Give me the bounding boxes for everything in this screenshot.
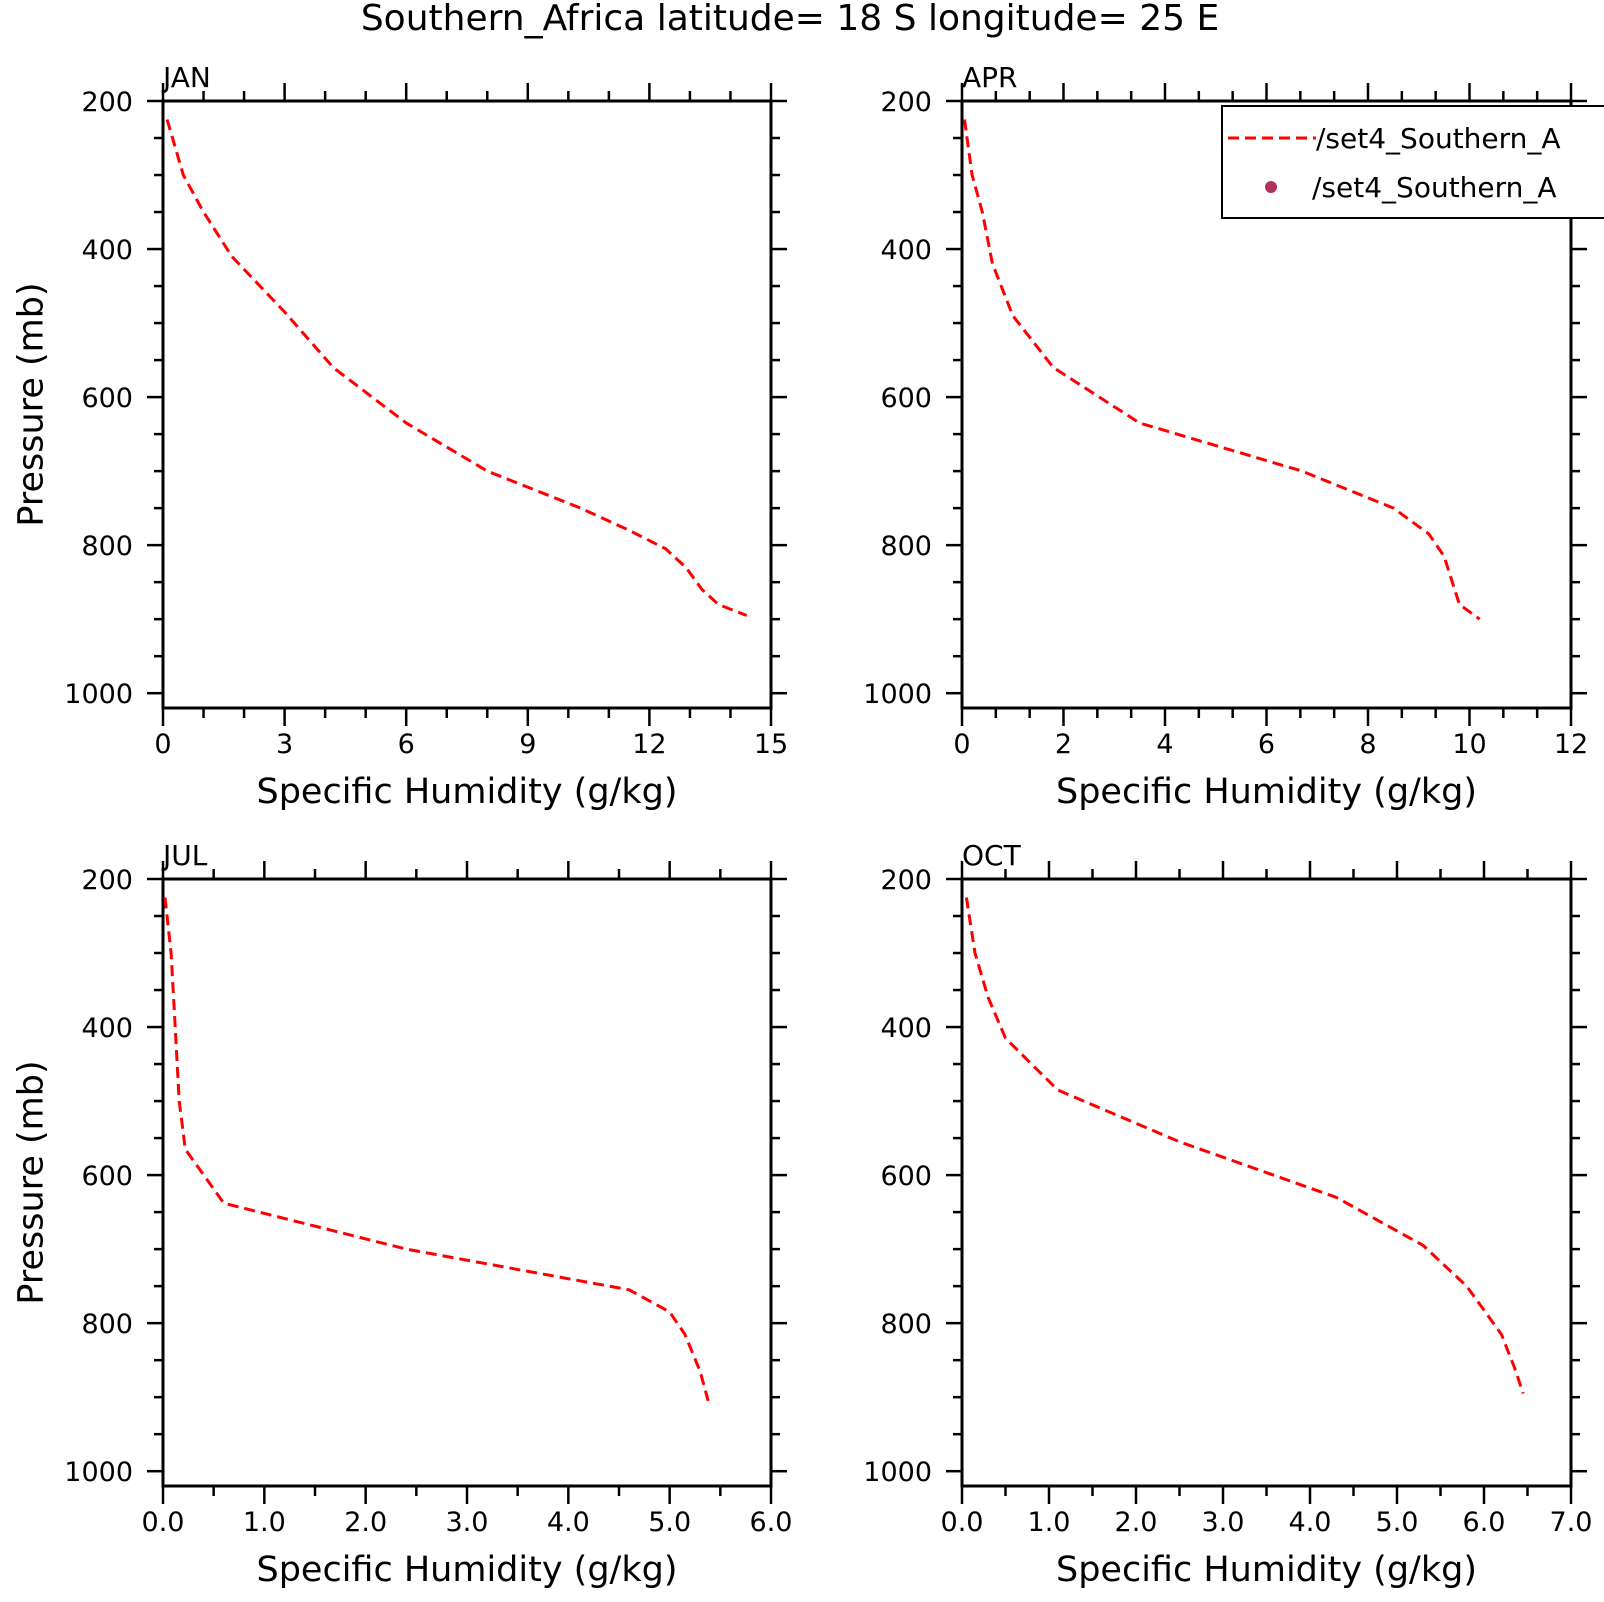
x-tick-label: 3.0 — [446, 1507, 489, 1538]
x-tick-label: 6.0 — [1463, 1507, 1506, 1538]
panel-title: OCT — [962, 839, 1022, 872]
series-line — [163, 897, 710, 1402]
y-tick-label: 800 — [880, 531, 932, 562]
legend-box — [1221, 105, 1604, 219]
panel-oct: OCT 200 400 600 800 1000 0.0 1.0 2.0 3.0 4.0 5.0 6.0… — [863, 839, 1592, 1590]
panel-jan: JAN 200 400 600 800 1000 0 3 6 9 12 15 Specific Humi… — [11, 61, 788, 812]
x-tick-label: 6 — [1258, 729, 1275, 760]
panel-title: JAN — [161, 61, 211, 94]
plot-frame — [960, 877, 1573, 1488]
x-tick-label: 9 — [519, 729, 536, 760]
x-axis-label: Specific Humidity (g/kg) — [1056, 772, 1477, 812]
y-tick-label: 600 — [880, 383, 932, 414]
y-tick-label: 800 — [81, 1309, 133, 1340]
x-tick-label: 0 — [953, 729, 970, 760]
x-tick-label: 12 — [632, 729, 666, 760]
legend-swatch-dot — [1265, 181, 1277, 193]
x-axis-label: Specific Humidity (g/kg) — [257, 1550, 678, 1590]
x-tick-label: 1.0 — [1028, 1507, 1071, 1538]
y-tick-label: 400 — [81, 1013, 133, 1044]
y-tick-label: 600 — [81, 1161, 133, 1192]
x-tick-label: 4.0 — [547, 1507, 590, 1538]
x-tick-label: 8 — [1359, 729, 1376, 760]
x-tick-label: 0 — [154, 729, 171, 760]
x-axis-label: Specific Humidity (g/kg) — [1056, 1550, 1477, 1590]
x-tick-label: 2.0 — [1115, 1507, 1158, 1538]
panel-title: JUL — [161, 839, 208, 872]
y-tick-label: 1000 — [863, 1457, 932, 1488]
x-tick-label: 5.0 — [648, 1507, 691, 1538]
y-tick-label: 400 — [81, 235, 133, 266]
x-tick-label: 4.0 — [1289, 1507, 1332, 1538]
y-tick-label: 600 — [81, 383, 133, 414]
plot-frame — [161, 99, 773, 710]
y-tick-label: 400 — [880, 1013, 932, 1044]
y-tick-label: 1000 — [863, 679, 932, 710]
y-tick-label: 200 — [81, 87, 133, 118]
y-tick-label: 1000 — [64, 1457, 133, 1488]
series-line — [963, 119, 1481, 621]
y-tick-label: 1000 — [64, 679, 133, 710]
legend-label-dot: /set4_Southern_A — [1312, 171, 1557, 204]
panel-title: APR — [962, 61, 1018, 94]
x-tick-label: 7.0 — [1550, 1507, 1593, 1538]
y-tick-label: 600 — [880, 1161, 932, 1192]
y-tick-label: 200 — [880, 87, 932, 118]
x-tick-label: 0.0 — [142, 1507, 185, 1538]
x-tick-label: 15 — [754, 729, 788, 760]
x-tick-label: 3 — [276, 729, 293, 760]
panel-apr: APR 200 400 600 800 1000 0 2 4 6 8 10 12 Specific Hum… — [863, 61, 1588, 812]
figure-title: Southern_Africa latitude= 18 S longitude… — [361, 0, 1219, 39]
x-tick-label: 2.0 — [344, 1507, 387, 1538]
series-line — [964, 897, 1525, 1394]
x-tick-label: 6 — [398, 729, 415, 760]
y-tick-label: 800 — [880, 1309, 932, 1340]
panel-jul: JUL 200 400 600 800 1000 0.0 1.0 2.0 3.0 4.0 5.0 6.0… — [11, 839, 792, 1590]
series-line — [165, 119, 748, 617]
x-tick-label: 0.0 — [941, 1507, 984, 1538]
legend: /set4_Southern_A /set4_Southern_A — [1221, 105, 1604, 219]
y-tick-label: 800 — [81, 531, 133, 562]
x-tick-label: 6.0 — [750, 1507, 793, 1538]
x-tick-label: 10 — [1452, 729, 1486, 760]
y-tick-label: 200 — [81, 865, 133, 896]
y-tick-label: 200 — [880, 865, 932, 896]
y-axis-label: Pressure (mb) — [11, 282, 51, 526]
legend-label-line: /set4_Southern_A — [1316, 122, 1561, 155]
x-tick-label: 3.0 — [1202, 1507, 1245, 1538]
panels: JAN 200 400 600 800 1000 0 3 6 9 12 15 Specific Humi… — [11, 61, 1592, 1590]
x-tick-label: 5.0 — [1376, 1507, 1419, 1538]
x-tick-label: 4 — [1156, 729, 1173, 760]
x-tick-label: 1.0 — [243, 1507, 286, 1538]
x-tick-label: 2 — [1055, 729, 1072, 760]
x-axis-label: Specific Humidity (g/kg) — [257, 772, 678, 812]
x-tick-label: 12 — [1554, 729, 1588, 760]
plot-frame — [161, 877, 773, 1488]
y-tick-label: 400 — [880, 235, 932, 266]
y-axis-label: Pressure (mb) — [11, 1060, 51, 1304]
